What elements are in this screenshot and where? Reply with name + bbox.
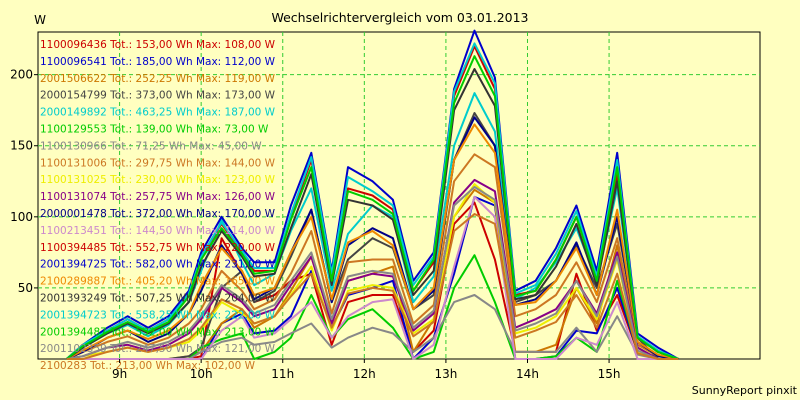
series-line-12	[66, 195, 679, 360]
legend-entry: 2001394725 Tot.: 582,00 Wh Max: 231,00 W	[40, 259, 276, 271]
x-tick-label: 11h	[271, 367, 294, 381]
legend-entry: 2001393249 Tot.: 507,25 Wh Max: 204,00 W	[40, 293, 276, 305]
legend-entry: 1100213451 Tot.: 144,50 Wh Max: 114,00 W	[40, 225, 276, 237]
series-line-20	[66, 213, 679, 360]
legend-entry: 1100130966 Tot.: 71,25 Wh Max: 45,00 W	[40, 140, 262, 152]
legend-entry: 2100283 Tot.: 213,00 Wh Max: 102,00 W	[40, 360, 256, 372]
legend-entry: 2000001478 Tot.: 372,00 Wh Max: 170,00 W	[40, 208, 276, 220]
legend-entry: 1100394485 Tot.: 552,75 Wh Max: 220,00 W	[40, 242, 276, 254]
legend-entry: 2001506622 Tot.: 252,25 Wh Max: 119,00 W	[40, 73, 276, 85]
series-line-14	[65, 29, 679, 360]
series-line-16	[66, 68, 679, 360]
legend-entry: 2000154799 Tot.: 373,00 Wh Max: 173,00 W	[40, 90, 276, 102]
legend-entry: 1100131025 Tot.: 230,00 Wh Max: 123,00 W	[40, 174, 276, 186]
y-tick-label: 50	[18, 281, 33, 295]
x-tick-label: 15h	[598, 367, 621, 381]
y-axis-label: W	[34, 13, 46, 27]
legend: 1100096436 Tot.: 153,00 Wh Max: 108,00 W…	[40, 39, 276, 372]
y-tick-label: 150	[10, 139, 33, 153]
x-tick-label: 13h	[434, 367, 457, 381]
legend-entry: 1100096541 Tot.: 185,00 Wh Max: 112,00 W	[40, 56, 276, 68]
legend-entry: 2001394723 Tot.: 558,25 Wh Max: 222,00 W	[40, 309, 276, 321]
x-tick-label: 9h	[112, 367, 127, 381]
x-tick-label: 14h	[516, 367, 539, 381]
legend-entry: 2100289887 Tot.: 405,20 Wh Max: 165,00 W	[40, 276, 276, 288]
legend-entry: 2001394487 Tot.: 532,00 Wh Max: 213,00 W	[40, 326, 276, 338]
legend-entry: 1100096436 Tot.: 153,00 Wh Max: 108,00 W	[40, 39, 276, 51]
legend-entry: 1100131006 Tot.: 297,75 Wh Max: 144,00 W	[40, 157, 276, 169]
legend-entry: 1100129553 Tot.: 139,00 Wh Max: 73,00 W	[40, 124, 269, 136]
series-line-17	[65, 42, 679, 360]
series-line-19	[66, 186, 679, 360]
legend-entry: 1100131074 Tot.: 257,75 Wh Max: 126,00 W	[40, 191, 276, 203]
series-line-18	[65, 55, 679, 360]
y-tick-label: 100	[10, 210, 33, 224]
y-tick-label: 200	[10, 68, 33, 82]
legend-entry: 2000149892 Tot.: 463,25 Wh Max: 187,00 W	[40, 107, 276, 119]
footer-credit: SunnyReport pinxit	[692, 384, 798, 397]
x-tick-label: 12h	[353, 367, 376, 381]
series-group	[65, 29, 679, 360]
axes: 50 100 150 200 9h 10h 11h 12h 13h 14h 15h	[10, 68, 620, 381]
series-line-8	[66, 153, 679, 360]
x-tick-label: 10h	[190, 367, 213, 381]
chart-title: Wechselrichtervergleich vom 03.01.2013	[271, 10, 528, 25]
series-line-15	[66, 123, 679, 360]
legend-entry: 2001102359 Tot.: 247,50 Wh Max: 121,00 W	[40, 343, 276, 355]
plot-area	[37, 31, 761, 360]
